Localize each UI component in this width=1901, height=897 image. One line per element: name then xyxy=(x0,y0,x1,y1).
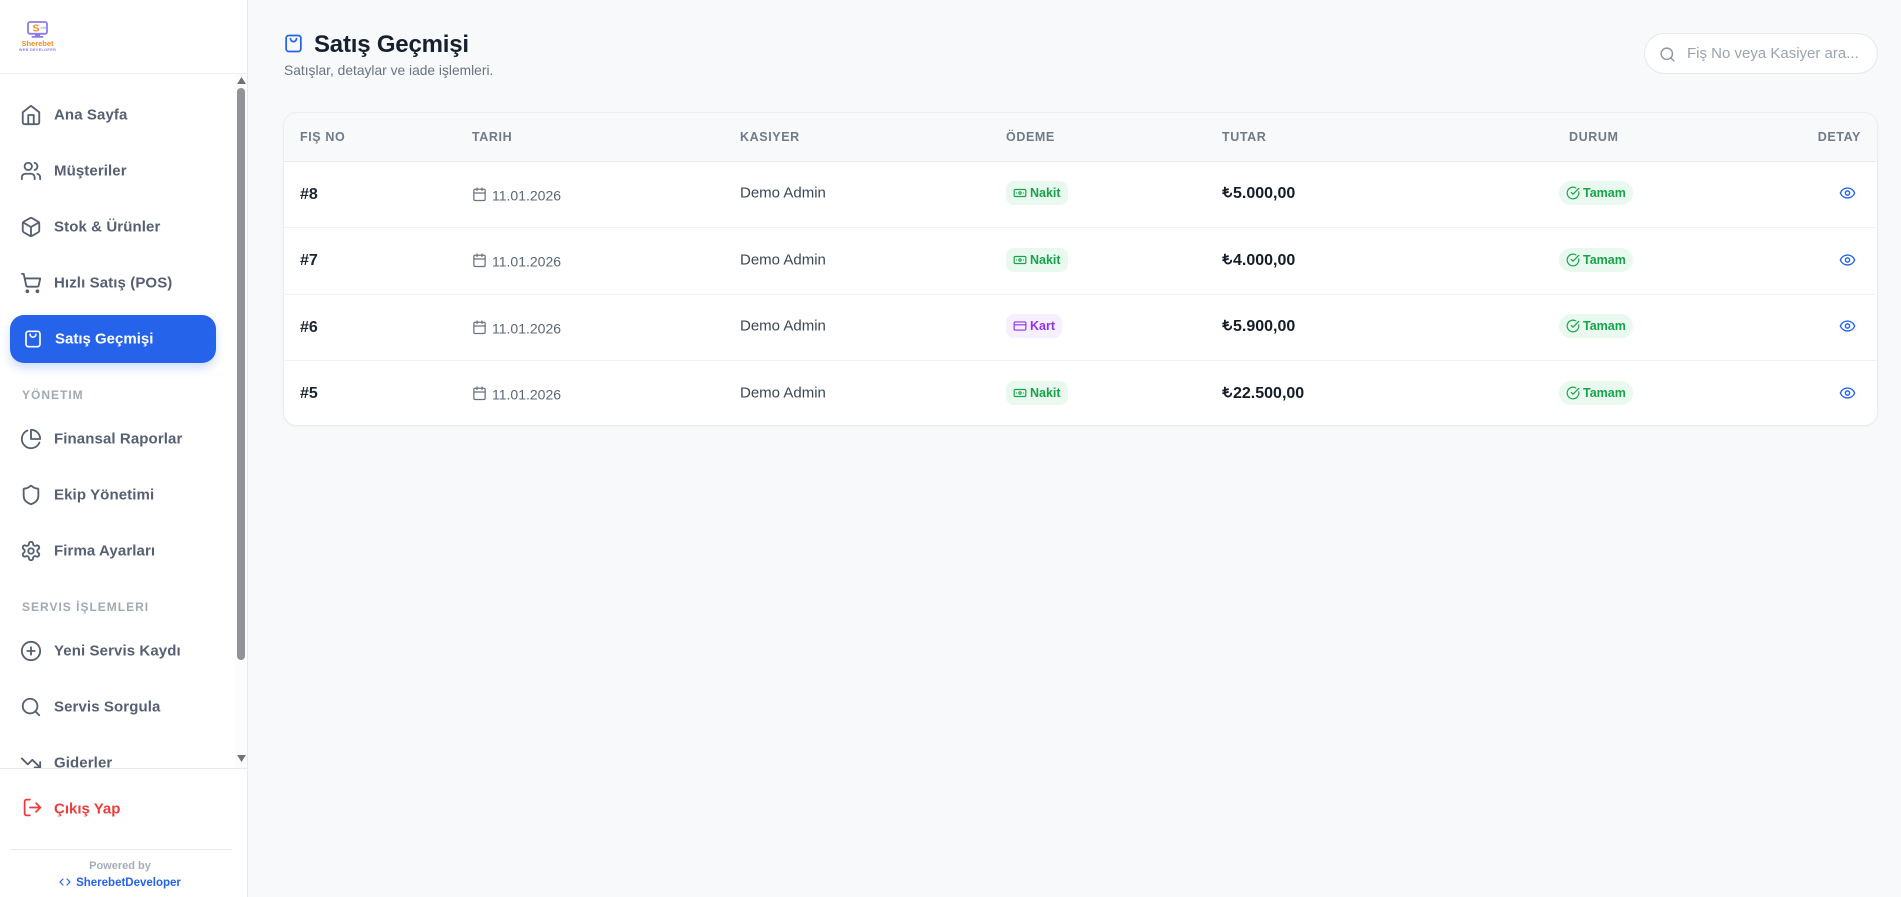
svg-text:S: S xyxy=(32,23,39,35)
svg-text:</>: </> xyxy=(41,26,47,30)
